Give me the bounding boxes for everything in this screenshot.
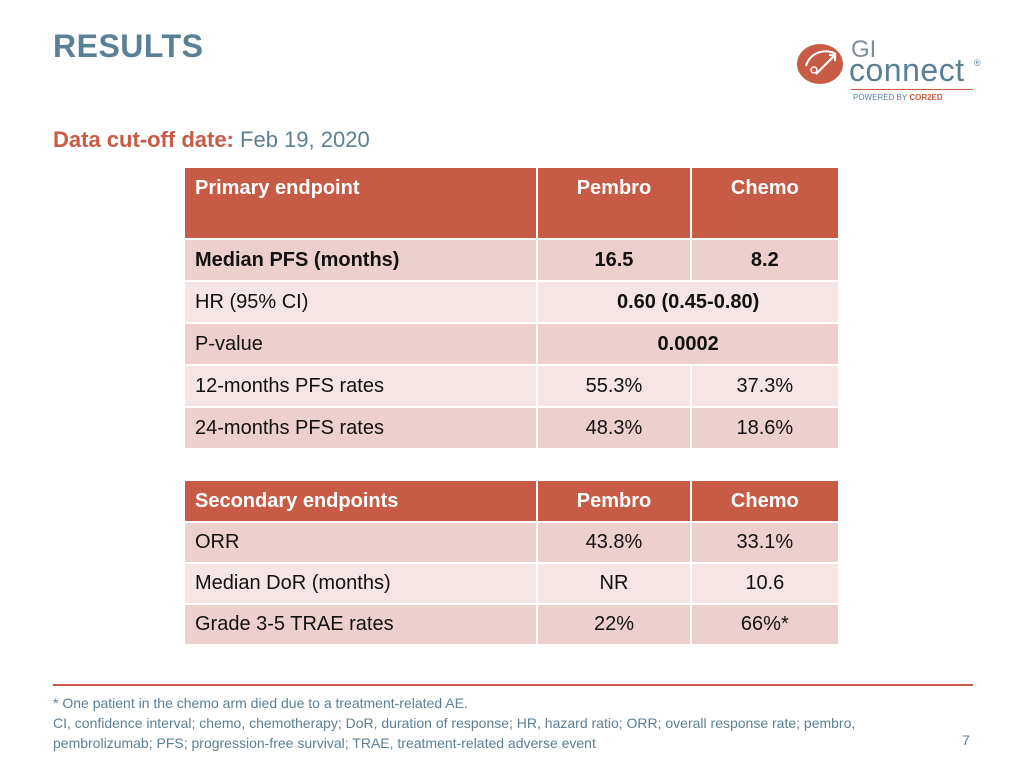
- logo-mark-icon: [797, 44, 843, 84]
- logo-powered-prefix: POWERED BY: [853, 93, 910, 102]
- slide-title: RESULTS: [53, 28, 204, 64]
- cutoff-value: Feb 19, 2020: [240, 127, 370, 152]
- header-cell: Secondary endpoints: [185, 481, 537, 521]
- page-number: 7: [962, 732, 970, 748]
- chemo-value: 66%*: [691, 605, 838, 644]
- pembro-value: 43.8%: [538, 523, 690, 562]
- footnote-asterisk: * One patient in the chemo arm died due …: [53, 695, 468, 711]
- logo-registered-mark: ®: [974, 58, 981, 68]
- combined-value: 0.0002: [538, 324, 838, 364]
- logo-divider: [851, 89, 973, 90]
- row-label: P-value: [185, 324, 537, 364]
- header-cell: Chemo: [691, 481, 838, 521]
- header-cell: Pembro: [538, 481, 690, 521]
- logo-powered-by: POWERED BY COR2ED: [853, 93, 943, 102]
- footer-divider: [53, 684, 973, 686]
- row-label: HR (95% CI): [185, 282, 537, 322]
- logo-gi-text: GI: [851, 36, 877, 63]
- pembro-value: 22%: [538, 605, 690, 644]
- chemo-value: 8.2: [691, 240, 838, 280]
- table-row: 24-months PFS rates 48.3% 18.6%: [185, 408, 838, 448]
- row-label: 24-months PFS rates: [185, 408, 537, 448]
- gi-connect-logo: GI connect ® POWERED BY COR2ED: [796, 36, 986, 108]
- table-header-row: Secondary endpoints Pembro Chemo: [185, 481, 838, 521]
- table-row: ORR 43.8% 33.1%: [185, 523, 838, 562]
- data-cutoff: Data cut-off date: Feb 19, 2020: [53, 127, 370, 153]
- secondary-endpoints-table: Secondary endpoints Pembro Chemo ORR 43.…: [183, 481, 840, 644]
- footnote-abbreviations: CI, confidence interval; chemo, chemothe…: [53, 715, 856, 751]
- chemo-value: 18.6%: [691, 408, 838, 448]
- chemo-value: 33.1%: [691, 523, 838, 562]
- primary-endpoint-table: Primary endpoint Pembro Chemo Median PFS…: [183, 168, 840, 448]
- table-row: Median DoR (months) NR 10.6: [185, 564, 838, 603]
- row-label: ORR: [185, 523, 537, 562]
- pembro-value: 55.3%: [538, 366, 690, 406]
- footnotes: * One patient in the chemo arm died due …: [53, 693, 953, 753]
- header-cell: Primary endpoint: [185, 168, 537, 238]
- table-row: Grade 3-5 TRAE rates 22% 66%*: [185, 605, 838, 644]
- row-label: Median DoR (months): [185, 564, 537, 603]
- logo-connect-text: connect: [849, 52, 965, 88]
- table-header-row: Primary endpoint Pembro Chemo: [185, 168, 838, 238]
- pembro-value: NR: [538, 564, 690, 603]
- table-row: HR (95% CI) 0.60 (0.45-0.80): [185, 282, 838, 322]
- header-cell: Pembro: [538, 168, 690, 238]
- pembro-value: 48.3%: [538, 408, 690, 448]
- cutoff-label: Data cut-off date:: [53, 127, 234, 152]
- chemo-value: 10.6: [691, 564, 838, 603]
- combined-value: 0.60 (0.45-0.80): [538, 282, 838, 322]
- chemo-value: 37.3%: [691, 366, 838, 406]
- table-row: Median PFS (months) 16.5 8.2: [185, 240, 838, 280]
- row-label: 12-months PFS rates: [185, 366, 537, 406]
- row-label: Grade 3-5 TRAE rates: [185, 605, 537, 644]
- header-cell: Chemo: [691, 168, 838, 238]
- row-label: Median PFS (months): [185, 240, 537, 280]
- table-row: 12-months PFS rates 55.3% 37.3%: [185, 366, 838, 406]
- logo-powered-brand: COR2ED: [909, 93, 943, 102]
- table-row: P-value 0.0002: [185, 324, 838, 364]
- pembro-value: 16.5: [538, 240, 690, 280]
